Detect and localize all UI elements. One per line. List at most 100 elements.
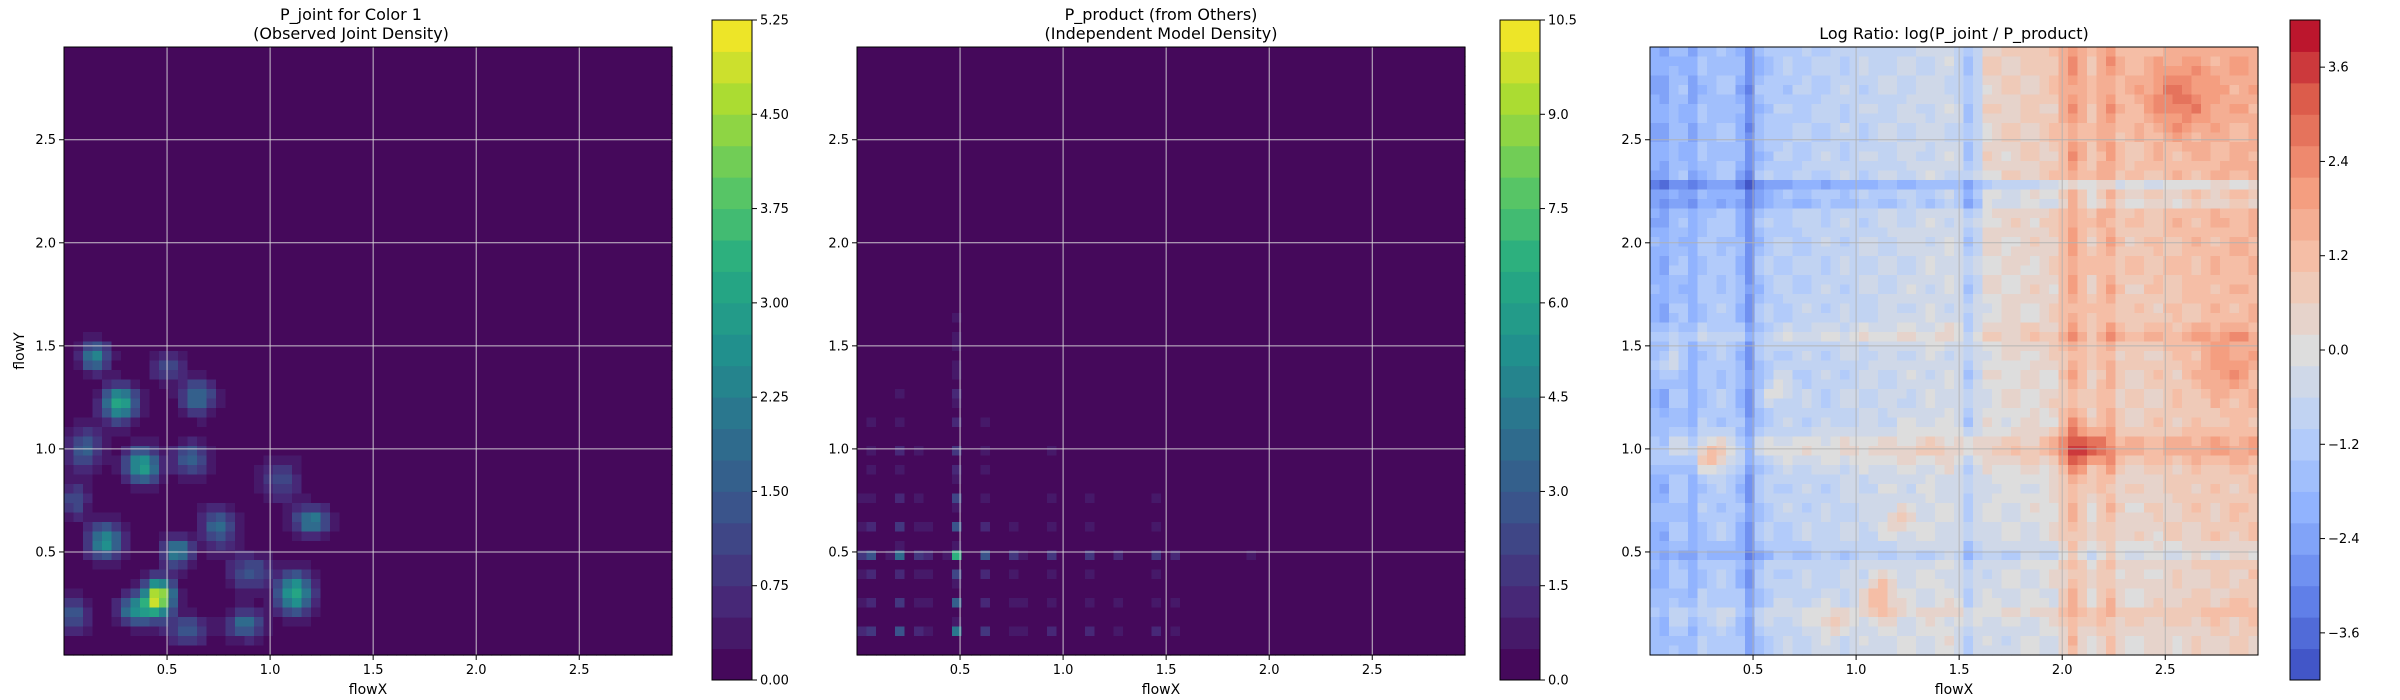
heatmap-cell [330,170,341,181]
heatmap-cell [472,455,483,466]
heatmap-cell [539,493,550,504]
heatmap-cell [64,313,75,324]
heatmap-cell [434,199,445,210]
heatmap-cell [857,161,868,172]
heatmap-cell [159,294,170,305]
heatmap-cell [396,161,407,172]
heatmap-cell [605,294,616,305]
heatmap-cell [254,113,265,124]
heatmap-cell [624,237,635,248]
heatmap-cell [501,493,512,504]
heatmap-cell [377,189,388,200]
heatmap-cell [168,541,179,552]
heatmap-cell [444,436,455,447]
heatmap-cell [92,208,103,219]
heatmap-cell [577,636,588,647]
heatmap-cell [952,237,963,248]
heatmap-cell [914,455,925,466]
heatmap-cell [178,598,189,609]
heatmap-cell [349,636,360,647]
heatmap-cell [406,180,417,191]
heatmap-cell [567,579,578,590]
heatmap-cell [216,265,227,276]
heatmap-cell [615,550,626,561]
heatmap-cell [885,455,896,466]
heatmap-cell [482,484,493,495]
heatmap-cell [558,617,569,628]
heatmap-cell [539,484,550,495]
heatmap-cell [586,626,597,637]
heatmap-cell [463,180,474,191]
heatmap-cell [961,417,972,428]
heatmap-cell [453,123,464,134]
heatmap-cell [396,113,407,124]
heatmap-cell [529,636,540,647]
heatmap-cell [662,389,673,400]
heatmap-cell [425,579,436,590]
heatmap-cell [662,94,673,105]
heatmap-cell [273,275,284,286]
heatmap-cell [406,446,417,457]
heatmap-cell [197,617,208,628]
heatmap-cell [529,446,540,457]
heatmap-cell [472,142,483,153]
heatmap-cell [933,427,944,438]
heatmap-cell [923,351,934,362]
heatmap-cell [197,351,208,362]
heatmap-cell [558,465,569,476]
heatmap-cell [83,636,94,647]
heatmap-cell [615,379,626,390]
heatmap-cell [197,522,208,533]
heatmap-cell [64,560,75,571]
heatmap-cell [605,436,616,447]
heatmap-cell [548,237,559,248]
heatmap-cell [83,579,94,590]
heatmap-cell [330,66,341,77]
heatmap-cell [615,142,626,153]
heatmap-cell [857,636,868,647]
heatmap-cell [358,636,369,647]
heatmap-cell [942,151,953,162]
heatmap-cell [491,113,502,124]
heatmap-cell [933,227,944,238]
heatmap-cell [586,47,597,58]
heatmap-cell [866,246,877,257]
heatmap-cell [895,370,906,381]
heatmap-cell [121,474,132,485]
heatmap-cell [225,123,236,134]
heatmap-cell [73,294,84,305]
heatmap-cell [349,246,360,257]
heatmap-cell [529,569,540,580]
heatmap-cell [961,493,972,504]
heatmap-cell [961,256,972,267]
heatmap-cell [301,237,312,248]
heatmap-cell [567,370,578,381]
heatmap-cell [159,351,170,362]
heatmap-cell [876,332,887,343]
heatmap-cell [425,189,436,200]
heatmap-cell [510,512,521,523]
heatmap-cell [64,408,75,419]
heatmap-cell [159,132,170,143]
heatmap-cell [140,151,151,162]
heatmap-cell [235,379,246,390]
heatmap-cell [434,294,445,305]
heatmap-cell [121,360,132,371]
colorbar-segment [712,208,752,241]
heatmap-cell [311,503,322,514]
heatmap-cell [187,227,198,238]
heatmap-cell [539,512,550,523]
heatmap-cell [885,332,896,343]
heatmap-cell [885,446,896,457]
heatmap-cell [434,341,445,352]
heatmap-cell [64,123,75,134]
heatmap-cell [216,246,227,257]
heatmap-cell [311,607,322,618]
heatmap-cell [159,151,170,162]
heatmap-cell [895,170,906,181]
heatmap-cell [358,180,369,191]
heatmap-cell [942,56,953,67]
heatmap-cell [914,132,925,143]
heatmap-cell [605,303,616,314]
heatmap-cell [149,503,160,514]
